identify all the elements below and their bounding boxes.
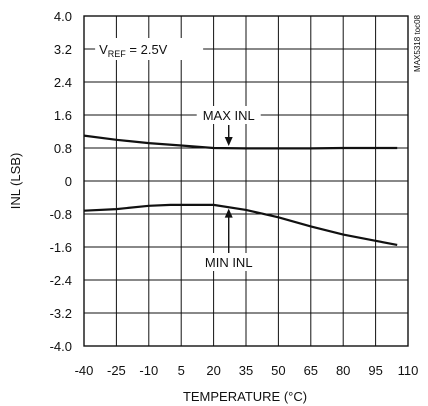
x-tick-label: -25 bbox=[107, 363, 126, 378]
x-tick-label: 110 bbox=[398, 363, 419, 378]
vref-rest: = 2.5V bbox=[126, 42, 168, 57]
min-inl-label-background bbox=[198, 253, 259, 271]
y-tick-label: -1.6 bbox=[50, 240, 72, 255]
y-tick-label: -3.2 bbox=[50, 306, 72, 321]
x-tick-label: 50 bbox=[271, 363, 285, 378]
x-tick-label: -40 bbox=[75, 363, 94, 378]
x-tick-label: 35 bbox=[239, 363, 253, 378]
x-tick-label: -10 bbox=[139, 363, 158, 378]
x-tick-label: 20 bbox=[206, 363, 220, 378]
max-inl-label-background bbox=[196, 106, 261, 124]
figure-code: MAX5318 toc08 bbox=[413, 14, 422, 71]
min-inl-label: MIN INL bbox=[205, 255, 253, 270]
x-tick-label: 65 bbox=[304, 363, 318, 378]
max-inl-label: MAX INL bbox=[203, 108, 255, 123]
x-tick-label: 5 bbox=[178, 363, 185, 378]
x-tick-label: 95 bbox=[368, 363, 382, 378]
vref-main: V bbox=[99, 42, 108, 57]
tick-labels: -40 -25 -10 5 20 35 50 65 80 95 110 4.0 3.2 2.4 1.6 0.8… bbox=[50, 9, 419, 378]
plot-frame bbox=[83, 15, 409, 347]
y-tick-label: 3.2 bbox=[54, 42, 72, 57]
max-inl-arrow-head bbox=[224, 137, 233, 146]
x-axis-title: TEMPERATURE (°C) bbox=[183, 389, 307, 404]
min-inl-line bbox=[83, 203, 398, 246]
y-tick-label: 2.4 bbox=[54, 75, 72, 90]
y-tick-label: 1.6 bbox=[54, 108, 72, 123]
y-tick-label: 0 bbox=[65, 174, 72, 189]
max-inl-line bbox=[83, 134, 398, 150]
min-inl-arrow-head bbox=[224, 208, 233, 218]
vref-annotation: VREF = 2.5V bbox=[99, 42, 168, 59]
y-tick-label: -4.0 bbox=[50, 339, 72, 354]
vref-sub: REF bbox=[108, 49, 127, 59]
annotations: VREF = 2.5V MAX INL MIN INL bbox=[95, 38, 261, 271]
vref-label-background bbox=[95, 38, 204, 60]
grid bbox=[83, 15, 409, 347]
y-tick-label: -0.8 bbox=[50, 207, 72, 222]
y-tick-label: -2.4 bbox=[50, 273, 72, 288]
x-tick-label: 80 bbox=[336, 363, 350, 378]
y-tick-label: 0.8 bbox=[54, 141, 72, 156]
series bbox=[83, 134, 398, 246]
y-tick-label: 4.0 bbox=[54, 9, 72, 24]
y-axis-title: INL (LSB) bbox=[8, 153, 23, 210]
